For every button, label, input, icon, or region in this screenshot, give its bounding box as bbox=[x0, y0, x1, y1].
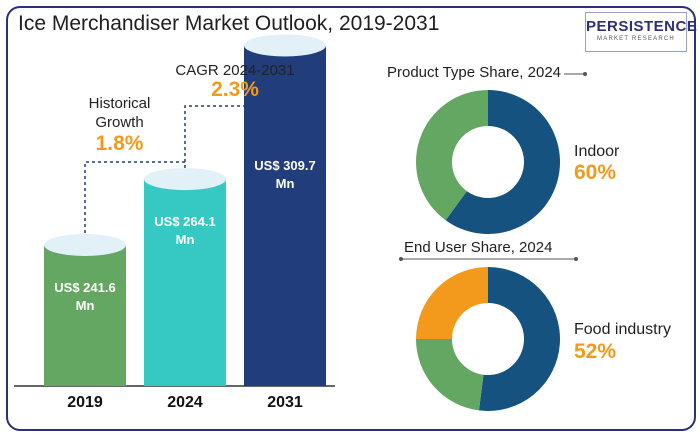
bar-2024-value-label: US$ 264.1 Mn bbox=[144, 213, 226, 249]
bar-2031-top bbox=[244, 34, 326, 57]
cagr-label: CAGR 2024-2031 bbox=[175, 62, 295, 79]
historical-growth-value: 1.8% bbox=[95, 132, 144, 155]
donut2-callout-value: 52% bbox=[574, 340, 617, 363]
chart-title: Ice Merchandiser Market Outlook, 2019-20… bbox=[18, 12, 440, 35]
cagr-value: 2.3% bbox=[211, 78, 259, 101]
logo-name: PERSISTENCE bbox=[586, 18, 698, 35]
historical-growth-label: Historical Growth bbox=[62, 94, 177, 132]
bar-2019 bbox=[44, 245, 126, 386]
bar-2024-unit: Mn bbox=[175, 232, 195, 247]
donut-2-slice-1 bbox=[478, 267, 560, 411]
donut2-callout-label: Food industry bbox=[574, 321, 671, 338]
donut1-title: Product Type Share, 2024 bbox=[384, 64, 565, 81]
bar-2031-value: US$ 309.7 bbox=[254, 158, 316, 173]
bar-2024-top bbox=[144, 168, 226, 191]
bar-2031-value-label: US$ 309.7 Mn bbox=[244, 157, 326, 193]
donut-1-slice-2 bbox=[416, 90, 488, 221]
x-tick-2024: 2024 bbox=[167, 394, 203, 411]
donut2-title: End User Share, 2024 bbox=[401, 239, 556, 256]
historical-label-line1: Historical bbox=[88, 95, 151, 112]
bar-2031-unit: Mn bbox=[275, 176, 295, 191]
bar-2019-top bbox=[44, 234, 126, 256]
bar-2019-unit: Mn bbox=[75, 298, 95, 313]
bar-2024-value: US$ 264.1 bbox=[154, 214, 216, 229]
bar-2019-value-label: US$ 241.6 Mn bbox=[44, 279, 126, 315]
logo-subtitle: MARKET RESEARCH bbox=[597, 36, 675, 42]
donut1-callout-label: Indoor bbox=[574, 143, 620, 160]
logo: PERSISTENCE MARKET RESEARCH bbox=[585, 12, 698, 52]
donut1-callout-value: 60% bbox=[574, 161, 617, 184]
x-tick-2031: 2031 bbox=[267, 394, 303, 411]
x-tick-2019: 2019 bbox=[67, 394, 103, 411]
donut-2-slice-3 bbox=[416, 267, 488, 339]
donut1-rule-dot-right bbox=[583, 72, 587, 76]
donut2-rule-dot-right bbox=[574, 257, 578, 261]
historical-label-line2: Growth bbox=[95, 114, 144, 131]
donut-2-slice-2 bbox=[416, 339, 484, 411]
donut2-rule-dot-left bbox=[399, 257, 403, 261]
donut-1-slice-1 bbox=[445, 90, 560, 235]
donut-product-type bbox=[416, 90, 560, 235]
donut-end-user bbox=[416, 267, 560, 411]
bar-2031 bbox=[244, 45, 326, 386]
bar-2019-value: US$ 241.6 bbox=[54, 280, 116, 295]
bar-2024 bbox=[144, 179, 226, 386]
